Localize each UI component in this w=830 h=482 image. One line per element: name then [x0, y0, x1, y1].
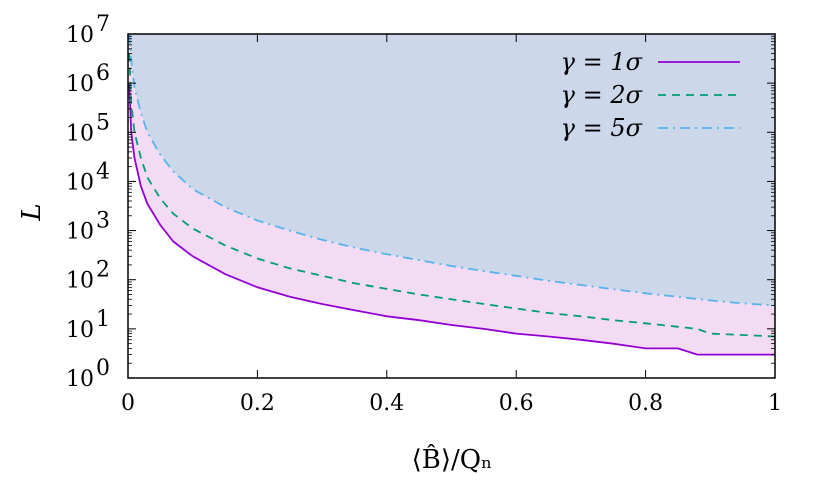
- y-tick-mantissa: 10: [66, 170, 94, 195]
- x-tick-label: 0.8: [628, 391, 663, 416]
- x-tick-label: 1: [768, 391, 782, 416]
- y-tick-label: 10: [66, 367, 94, 392]
- y-tick-exponent: 1: [96, 307, 110, 332]
- legend-label: γ = 5σ: [561, 114, 643, 142]
- y-tick-exponent: 0: [96, 356, 110, 381]
- series-lines: [128, 34, 775, 356]
- fill-areas: [129, 34, 775, 355]
- y-tick-label: 10: [66, 269, 94, 294]
- legend: γ = 1σ γ = 2σ γ = 5σ: [561, 48, 740, 142]
- axis-ticks: [127, 33, 776, 379]
- legend-label: γ = 2σ: [561, 81, 643, 109]
- series-line-2: [128, 53, 775, 338]
- y-tick-label: 10: [66, 220, 94, 245]
- y-tick-exponent: 3: [96, 209, 110, 234]
- x-tick-label: 0.6: [499, 391, 534, 416]
- x-tick-label: 0.4: [369, 391, 404, 416]
- x-tick-label: 0.2: [240, 391, 275, 416]
- y-tick-label: 10: [66, 121, 94, 146]
- y-tick-exponent: 2: [96, 258, 110, 283]
- y-tick-exponent: 5: [96, 110, 110, 135]
- y-tick-mantissa: 10: [66, 72, 94, 97]
- series-line-3: [128, 34, 775, 307]
- y-tick-label: 10: [66, 170, 94, 195]
- y-axis-label: L: [17, 203, 47, 221]
- y-tick-label: 10: [66, 72, 94, 97]
- legend-label: γ = 1σ: [561, 48, 643, 76]
- fill-above-sigma5: [129, 34, 775, 306]
- y-tick-exponent: 4: [96, 159, 110, 184]
- x-axis-label: ⟨B̂⟩/Qₙ: [412, 444, 493, 475]
- series-line-1: [128, 83, 775, 356]
- y-tick-exponent: 6: [96, 61, 110, 86]
- plot-frame: [127, 33, 776, 379]
- y-tick-mantissa: 10: [66, 23, 94, 48]
- fill-sigma1-to-sigma5: [129, 34, 775, 355]
- y-tick-mantissa: 10: [66, 269, 94, 294]
- x-tick-label: 0: [121, 391, 135, 416]
- y-tick-mantissa: 10: [66, 367, 94, 392]
- y-tick-exponent: 7: [96, 12, 110, 37]
- y-tick-mantissa: 10: [66, 220, 94, 245]
- y-tick-label: 10: [66, 318, 94, 343]
- y-tick-label: 10: [66, 23, 94, 48]
- y-tick-mantissa: 10: [66, 121, 94, 146]
- y-tick-mantissa: 10: [66, 318, 94, 343]
